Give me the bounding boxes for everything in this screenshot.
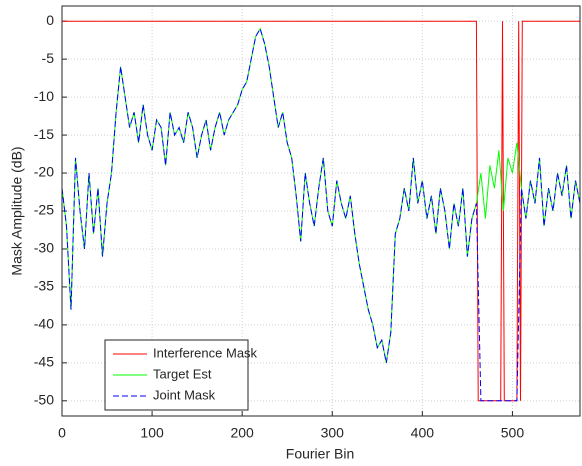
x-tick-label: 0	[58, 425, 66, 441]
legend-label: Joint Mask	[153, 387, 216, 402]
y-tick-label: -35	[34, 278, 54, 294]
x-tick-label: 300	[321, 425, 345, 441]
y-tick-label: -5	[42, 50, 55, 66]
legend-label: Target Est	[153, 366, 212, 381]
legend: Interference Mask Target Est Joint Mask	[104, 339, 258, 411]
x-tick-label: 400	[411, 425, 435, 441]
x-tick-label: 500	[501, 425, 525, 441]
y-tick-label: -20	[34, 164, 54, 180]
y-tick-label: -15	[34, 126, 54, 142]
y-tick-label: -30	[34, 240, 54, 256]
y-tick-label: -45	[34, 354, 54, 370]
plot-frame	[61, 5, 581, 417]
series-line	[61, 27, 581, 363]
y-tick-label: -40	[34, 316, 54, 332]
y-tick-label: 0	[46, 12, 54, 28]
legend-label: Interference Mask	[153, 345, 258, 360]
y-tick-label: -10	[34, 88, 54, 104]
x-tick-label: 200	[230, 425, 254, 441]
x-tick-label: 100	[140, 425, 164, 441]
y-tick-label: -25	[34, 202, 54, 218]
y-axis-label: Mask Amplitude (dB)	[9, 146, 25, 275]
x-axis-label: Fourier Bin	[286, 446, 354, 462]
y-tick-label: -50	[34, 392, 54, 408]
